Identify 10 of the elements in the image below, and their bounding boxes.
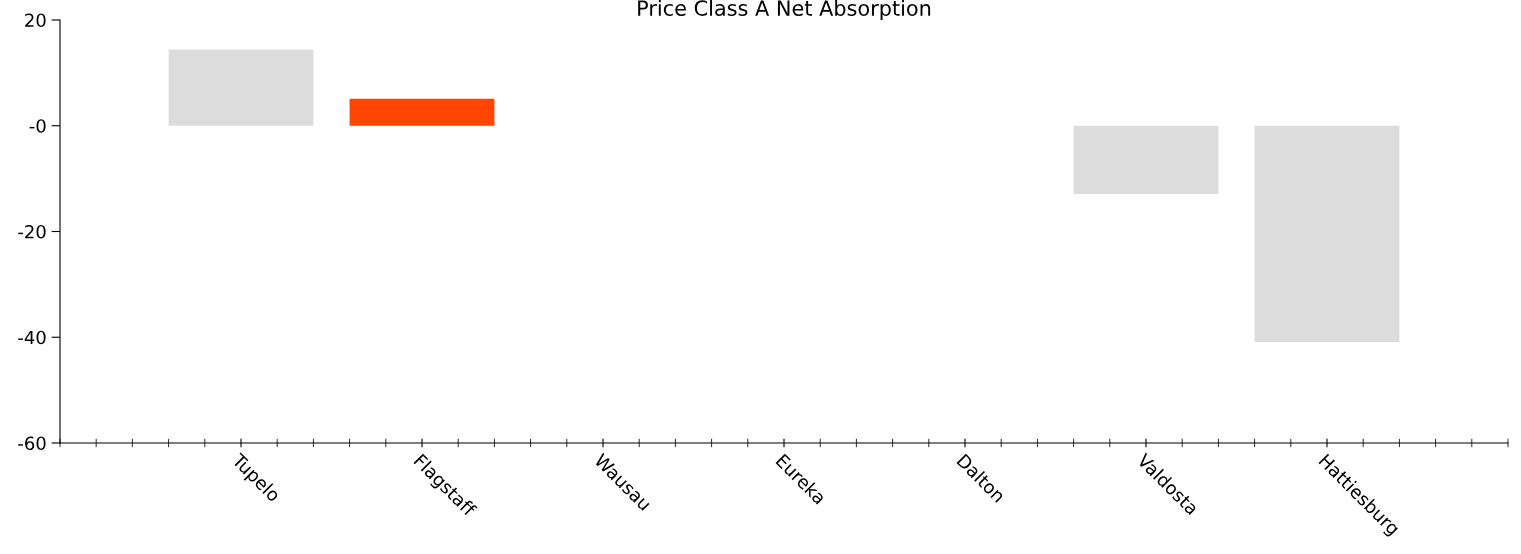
y-tick-label: -60	[18, 436, 46, 451]
bar	[168, 49, 314, 126]
bar	[349, 98, 495, 126]
y-tick-label: 20	[25, 13, 46, 28]
y-tick-label: -0	[29, 119, 46, 133]
bar	[1254, 125, 1400, 343]
y-tick-label: -20	[18, 224, 46, 239]
y-tick-label: -40	[18, 330, 46, 345]
bar	[1073, 125, 1219, 194]
chart-title: Price Class A Net Absorption	[638, 0, 931, 20]
